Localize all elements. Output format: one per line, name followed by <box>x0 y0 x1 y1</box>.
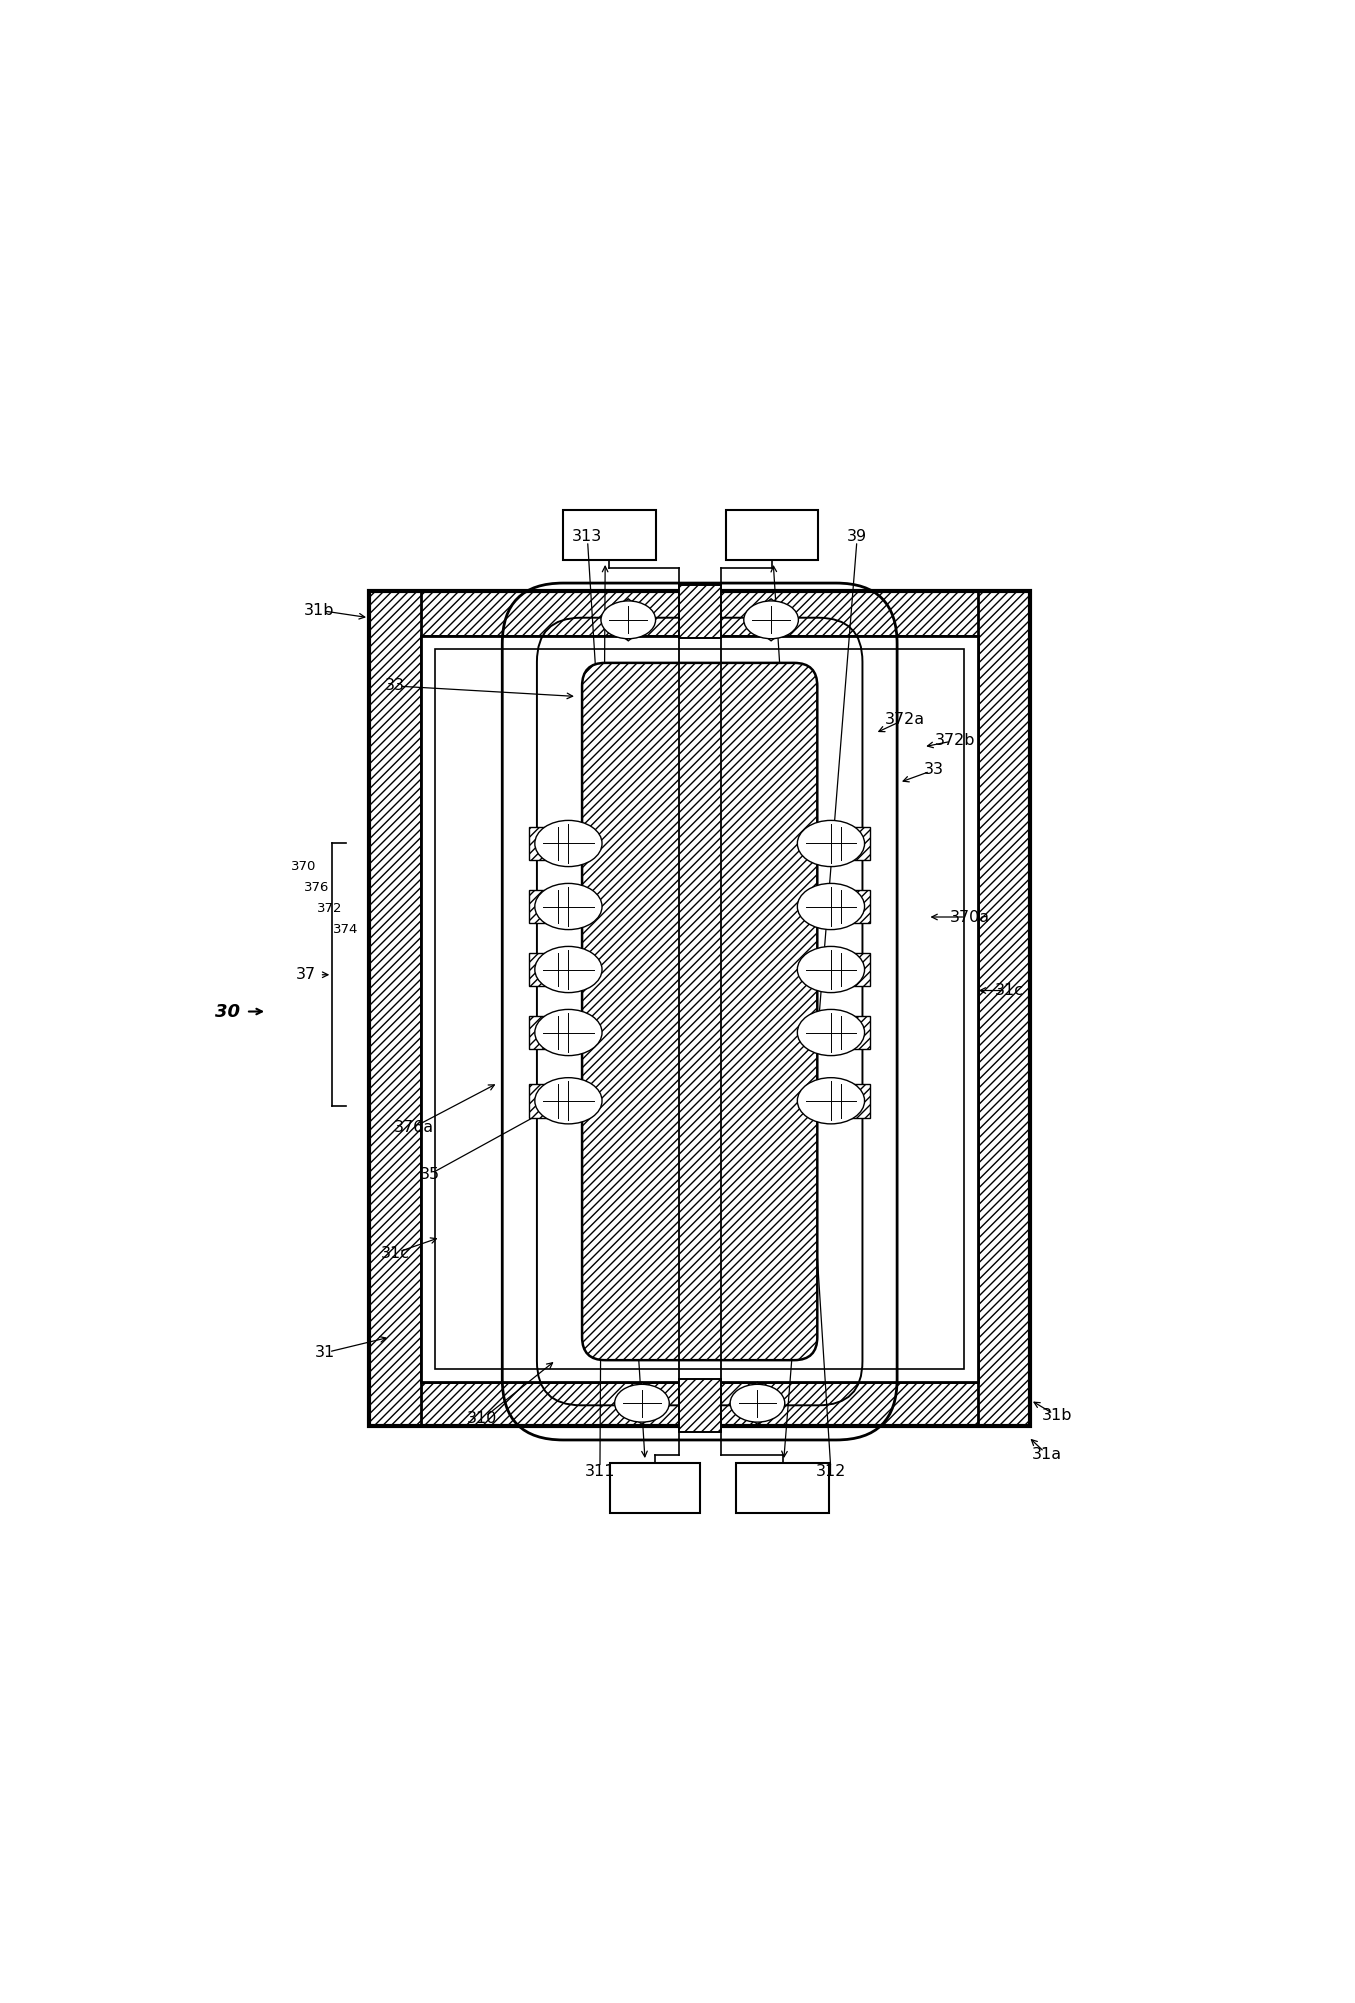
Bar <box>841 1016 870 1050</box>
Bar <box>679 585 721 637</box>
Ellipse shape <box>797 883 864 929</box>
Ellipse shape <box>535 945 602 993</box>
Ellipse shape <box>797 821 864 867</box>
Text: 31c: 31c <box>995 983 1024 997</box>
Text: 372: 372 <box>317 901 343 915</box>
Text: 372b: 372b <box>935 733 976 747</box>
Bar <box>841 953 870 985</box>
Bar <box>369 591 1031 1426</box>
Ellipse shape <box>797 945 864 993</box>
Bar <box>528 953 558 985</box>
Bar <box>528 1084 558 1118</box>
Bar <box>528 889 558 923</box>
Polygon shape <box>730 1382 785 1424</box>
Text: 31b: 31b <box>305 603 335 617</box>
Ellipse shape <box>797 1010 864 1056</box>
Text: 31c: 31c <box>381 1246 409 1260</box>
Bar <box>528 827 558 861</box>
Ellipse shape <box>744 601 798 639</box>
Bar <box>679 585 721 637</box>
Text: 30: 30 <box>214 1004 240 1020</box>
Bar <box>369 1382 1031 1426</box>
Bar <box>435 649 965 1368</box>
Bar <box>528 1016 558 1050</box>
Bar <box>737 1462 829 1514</box>
Text: 35: 35 <box>420 1168 440 1182</box>
Text: 31a: 31a <box>1033 1448 1062 1462</box>
Text: 31: 31 <box>314 1346 335 1360</box>
Bar <box>369 591 421 1426</box>
Bar <box>841 1084 870 1118</box>
Text: 37: 37 <box>295 967 316 981</box>
Text: 312: 312 <box>816 1464 846 1478</box>
Text: 376a: 376a <box>394 1120 434 1134</box>
Text: 370: 370 <box>291 859 317 873</box>
Ellipse shape <box>797 1078 864 1124</box>
Ellipse shape <box>535 1078 602 1124</box>
Text: 313: 313 <box>572 529 603 545</box>
Bar <box>369 591 1031 635</box>
Text: 372a: 372a <box>885 713 924 727</box>
Text: 310: 310 <box>467 1412 497 1426</box>
Bar <box>610 1462 699 1514</box>
Bar <box>726 509 818 561</box>
Text: 376: 376 <box>304 881 329 893</box>
Polygon shape <box>602 599 656 641</box>
Text: 31b: 31b <box>1042 1408 1072 1424</box>
Ellipse shape <box>535 1010 602 1056</box>
Bar <box>841 827 870 861</box>
Text: 311: 311 <box>584 1464 615 1478</box>
Ellipse shape <box>730 1384 785 1422</box>
Ellipse shape <box>535 883 602 929</box>
Polygon shape <box>744 599 798 641</box>
Text: 33: 33 <box>385 679 405 693</box>
Bar <box>978 591 1031 1426</box>
FancyBboxPatch shape <box>583 663 817 1360</box>
Text: 33: 33 <box>924 763 944 777</box>
Bar <box>421 635 978 1382</box>
Bar <box>564 509 656 561</box>
Text: 370a: 370a <box>950 909 989 925</box>
Bar <box>679 1378 721 1432</box>
Bar <box>841 889 870 923</box>
Text: 374: 374 <box>333 923 358 935</box>
Ellipse shape <box>615 1384 669 1422</box>
Bar <box>679 1378 721 1432</box>
Ellipse shape <box>602 601 656 639</box>
Text: 39: 39 <box>847 529 867 545</box>
Polygon shape <box>615 1382 669 1424</box>
Ellipse shape <box>535 821 602 867</box>
